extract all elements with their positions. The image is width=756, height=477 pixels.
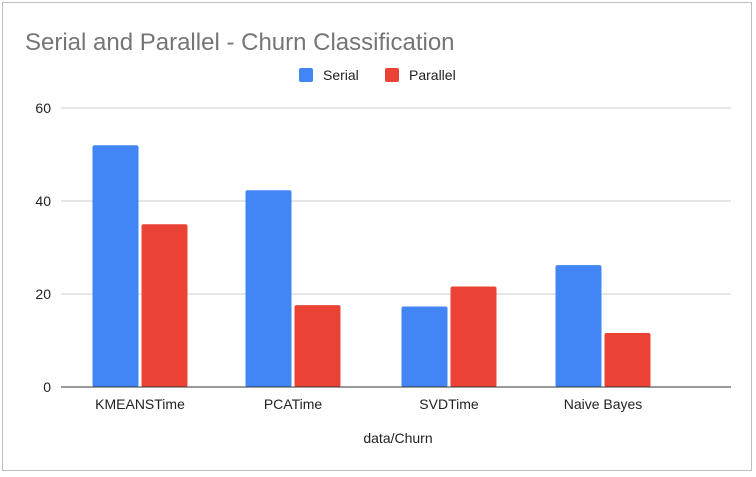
x-tick-label: SVDTime: [419, 396, 479, 412]
chart-title: Serial and Parallel - Churn Classificati…: [25, 29, 455, 56]
x-axis-tick-labels: KMEANSTime PCATime SVDTime Naive Bayes: [95, 396, 642, 412]
bar-parallel-naive-bayes[interactable]: [604, 333, 651, 387]
chart-frame: Serial and Parallel - Churn Classificati…: [2, 2, 752, 471]
y-tick-label: 20: [35, 286, 51, 302]
bar-parallel-pcatime[interactable]: [294, 305, 341, 387]
legend-swatch-parallel: [385, 68, 399, 82]
y-axis-tick-labels: 0 20 40 60: [35, 100, 51, 395]
x-tick-label: Naive Bayes: [564, 396, 643, 412]
y-tick-label: 40: [35, 193, 51, 209]
y-tick-label: 0: [43, 379, 51, 395]
bar-serial-pcatime[interactable]: [245, 190, 292, 387]
bar-serial-kmeanstime[interactable]: [92, 145, 139, 387]
legend-label-serial[interactable]: Serial: [323, 67, 359, 83]
chart-canvas: Serial and Parallel - Churn Classificati…: [25, 29, 731, 446]
bar-parallel-svdtime[interactable]: [450, 286, 497, 387]
legend: Serial Parallel: [299, 67, 456, 83]
x-tick-label: PCATime: [264, 396, 323, 412]
y-tick-label: 60: [35, 100, 51, 116]
x-axis-label: data/Churn: [363, 430, 432, 446]
legend-swatch-serial: [299, 68, 313, 82]
x-tick-label: KMEANSTime: [95, 396, 185, 412]
bar-serial-naive-bayes[interactable]: [555, 265, 602, 387]
bar-serial-svdtime[interactable]: [401, 306, 448, 387]
legend-label-parallel[interactable]: Parallel: [409, 67, 456, 83]
bar-parallel-kmeanstime[interactable]: [141, 224, 188, 387]
bars: [92, 145, 651, 387]
